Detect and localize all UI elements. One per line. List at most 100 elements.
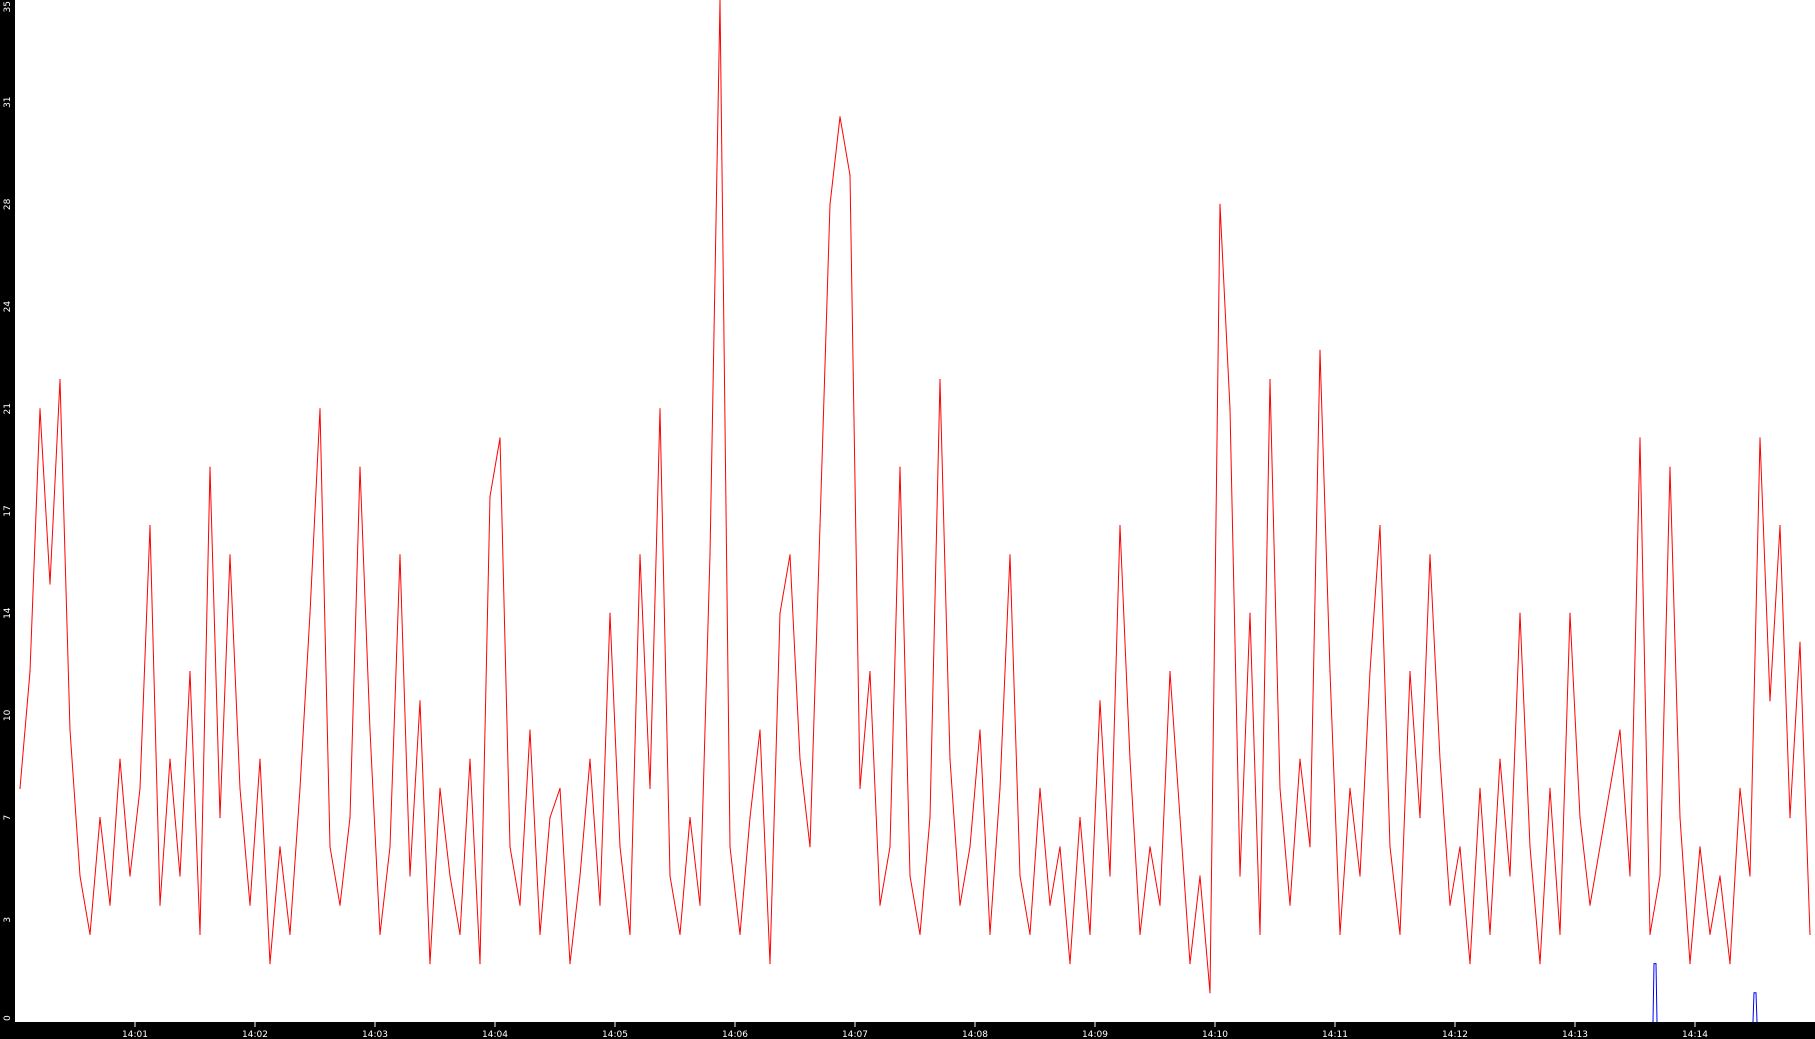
data-point (769, 963, 771, 965)
data-point (109, 904, 111, 906)
data-point (1459, 846, 1461, 848)
data-point (469, 758, 471, 760)
data-point (759, 729, 761, 731)
x-tick-label: 14:06 (722, 1030, 748, 1039)
data-point (1089, 933, 1091, 936)
data-point (1639, 437, 1641, 439)
data-point (1419, 817, 1421, 819)
data-point (1539, 963, 1541, 965)
data-point (1479, 787, 1481, 790)
y-tick-label: 14 (3, 607, 13, 619)
data-point (1189, 963, 1191, 965)
data-point (29, 671, 31, 673)
data-point (1759, 437, 1761, 439)
data-point (859, 787, 861, 790)
data-point (849, 174, 851, 176)
data-point (709, 554, 711, 556)
series-group (19, 0, 1811, 1023)
data-point (39, 408, 41, 410)
data-point (589, 758, 591, 760)
x-tick-label: 14:13 (1562, 1030, 1588, 1039)
data-point (829, 203, 831, 205)
data-point (899, 466, 901, 468)
data-point (819, 525, 821, 527)
data-point (509, 846, 511, 848)
data-point (239, 787, 241, 790)
x-tick-label: 14:08 (962, 1030, 988, 1039)
data-point (1249, 612, 1251, 614)
x-tick-label: 14:14 (1682, 1030, 1708, 1039)
data-point (1589, 904, 1591, 906)
data-point (1429, 554, 1431, 556)
data-point (1029, 933, 1031, 936)
data-point (659, 408, 661, 410)
data-point (1409, 671, 1411, 673)
data-point (1279, 787, 1281, 790)
data-point (259, 758, 261, 760)
data-point (909, 875, 911, 877)
data-point (1329, 671, 1331, 673)
data-point (219, 817, 221, 819)
data-point (159, 904, 161, 906)
data-point (1179, 817, 1181, 819)
y-tick-label: 21 (3, 403, 13, 414)
data-point (309, 612, 311, 614)
data-point (1679, 817, 1681, 819)
series-spike-blue (1752, 992, 1758, 1023)
data-point (979, 729, 981, 731)
y-tick-label: 10 (3, 709, 13, 721)
data-point (729, 846, 731, 848)
y-axis: 0 3 7 10 14 17 21 24 28 31 35 (3, 1, 13, 1021)
data-point (1159, 904, 1161, 906)
data-point (1469, 963, 1471, 965)
data-point (579, 875, 581, 877)
data-point (1749, 875, 1751, 877)
data-point (439, 787, 441, 790)
data-point (639, 554, 641, 556)
data-point (529, 729, 531, 731)
data-point (419, 700, 421, 702)
series-spike-blue (1652, 963, 1658, 1023)
data-point (449, 875, 451, 877)
x-tick-label: 14:10 (1202, 1030, 1228, 1039)
data-point (1039, 787, 1041, 790)
data-point (1509, 875, 1511, 877)
y-tick-label: 3 (3, 917, 13, 923)
data-point (349, 817, 351, 819)
data-point (1369, 671, 1371, 673)
data-point (669, 875, 671, 877)
data-point (369, 729, 371, 731)
data-point (359, 466, 361, 468)
x-tick-label: 14:03 (362, 1030, 388, 1039)
x-axis: 14:01 14:02 14:03 14:04 14:05 14:06 14:07 14:08… (122, 1022, 1708, 1039)
x-tick-label: 14:11 (1322, 1030, 1348, 1039)
data-point (1629, 875, 1631, 877)
data-point (1319, 349, 1321, 351)
data-point (49, 583, 51, 585)
y-tick-label: 28 (3, 198, 13, 210)
data-point (289, 933, 291, 936)
data-point (1799, 641, 1801, 644)
data-point (999, 787, 1001, 790)
data-point (839, 116, 841, 118)
data-point (1009, 554, 1011, 556)
x-tick-label: 14:01 (122, 1030, 148, 1039)
y-tick-label: 0 (3, 1015, 13, 1021)
data-point (59, 379, 61, 381)
data-point (699, 904, 701, 906)
data-point (1789, 817, 1791, 819)
data-point (1129, 758, 1131, 760)
data-point (719, 0, 721, 1)
data-point (1259, 933, 1261, 936)
data-point (119, 758, 121, 760)
data-point (679, 933, 681, 936)
data-point (1519, 612, 1521, 614)
data-point (889, 846, 891, 848)
data-point (409, 875, 411, 877)
data-point (1269, 379, 1271, 381)
data-point (1379, 525, 1381, 527)
data-point (959, 904, 961, 906)
data-point (1769, 700, 1771, 702)
data-point (1049, 904, 1051, 906)
